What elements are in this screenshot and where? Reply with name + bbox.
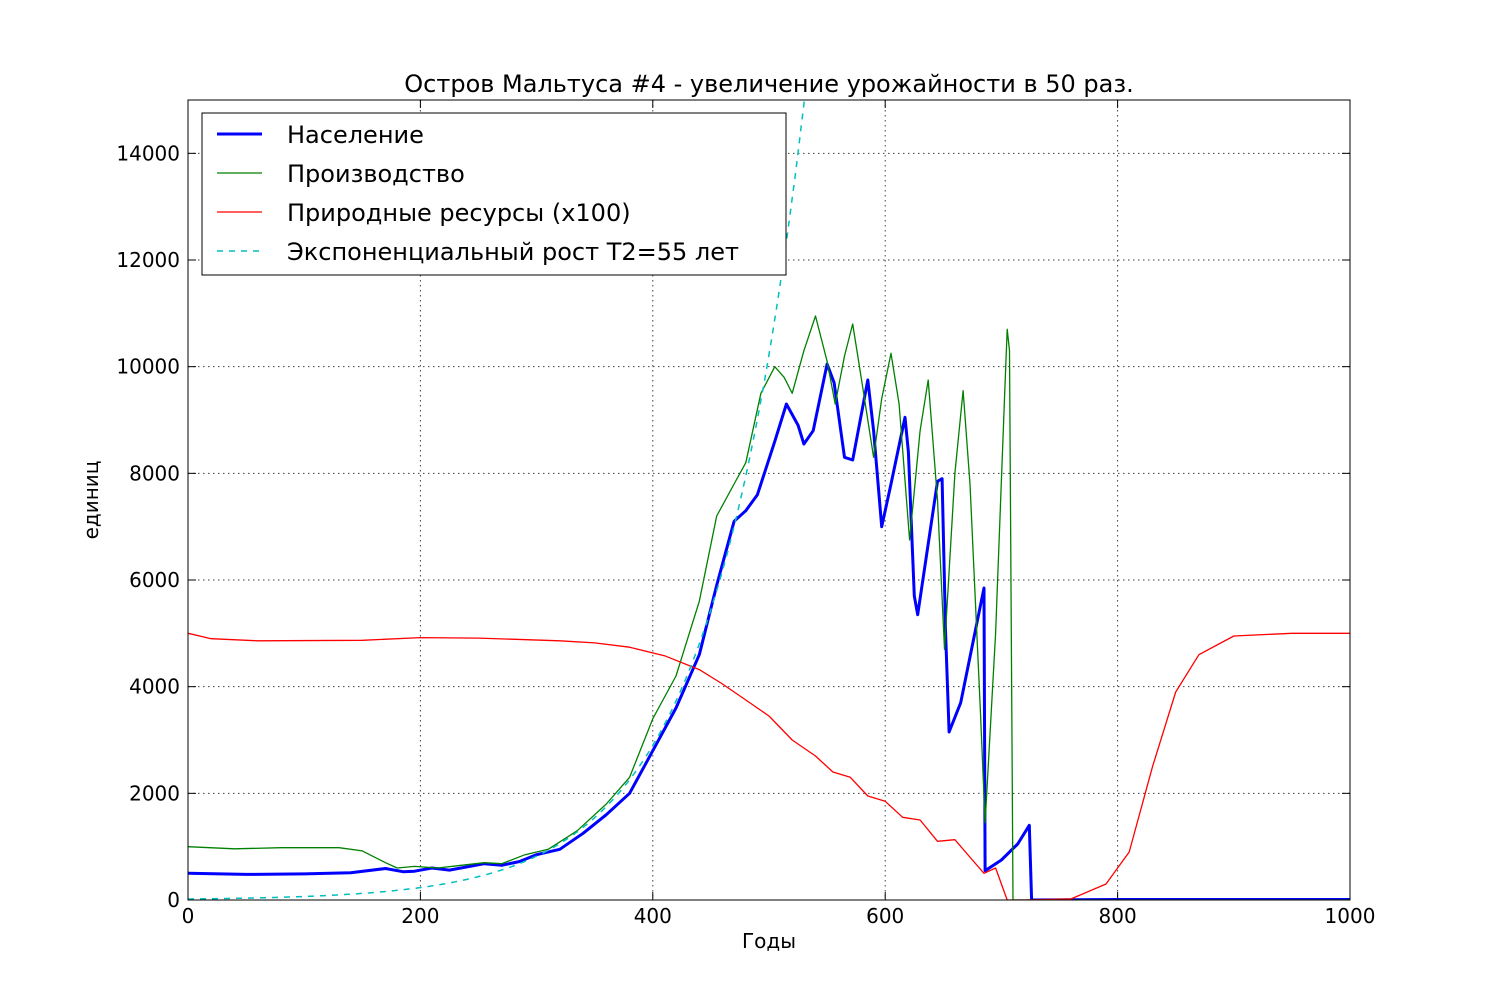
production-legend-label: Производство xyxy=(287,160,465,188)
resources-legend-label: Природные ресурсы (х100) xyxy=(287,199,631,227)
y-tick-label: 0 xyxy=(167,888,180,912)
x-axis-label: Годы xyxy=(742,929,796,953)
y-tick-label: 4000 xyxy=(129,675,180,699)
y-tick-label: 2000 xyxy=(129,781,180,805)
exponential-legend-label: Экспоненциальный рост T2=55 лет xyxy=(287,238,739,266)
population-legend-label: Население xyxy=(287,121,424,149)
exponential-line xyxy=(188,100,806,900)
y-tick-label: 6000 xyxy=(129,568,180,592)
y-tick-label: 14000 xyxy=(116,141,180,165)
population-line xyxy=(188,362,1350,900)
legend-frame xyxy=(201,112,787,276)
x-tick-label: 800 xyxy=(1099,904,1137,928)
x-tick-label: 200 xyxy=(401,904,439,928)
production-line xyxy=(188,315,1350,900)
x-tick-label: 600 xyxy=(866,904,904,928)
y-tick-label: 12000 xyxy=(116,248,180,272)
x-tick-label: 400 xyxy=(634,904,672,928)
resources-line xyxy=(188,632,1350,900)
series-layer xyxy=(188,100,1350,900)
plot-frame xyxy=(187,99,1351,901)
ticks: 0 200 400 600 800 100002000400060008000100001… xyxy=(116,100,1375,928)
x-tick-label: 1000 xyxy=(1325,904,1376,928)
legend: Население Производство Природные ресурсы (… xyxy=(201,112,787,276)
y-axis-label: единиц xyxy=(79,461,103,540)
chart-title: Остров Мальтуса #4 - увеличение урожайно… xyxy=(404,70,1133,98)
x-tick-label: 0 xyxy=(182,904,195,928)
y-tick-label: 8000 xyxy=(129,461,180,485)
y-tick-label: 10000 xyxy=(116,355,180,379)
